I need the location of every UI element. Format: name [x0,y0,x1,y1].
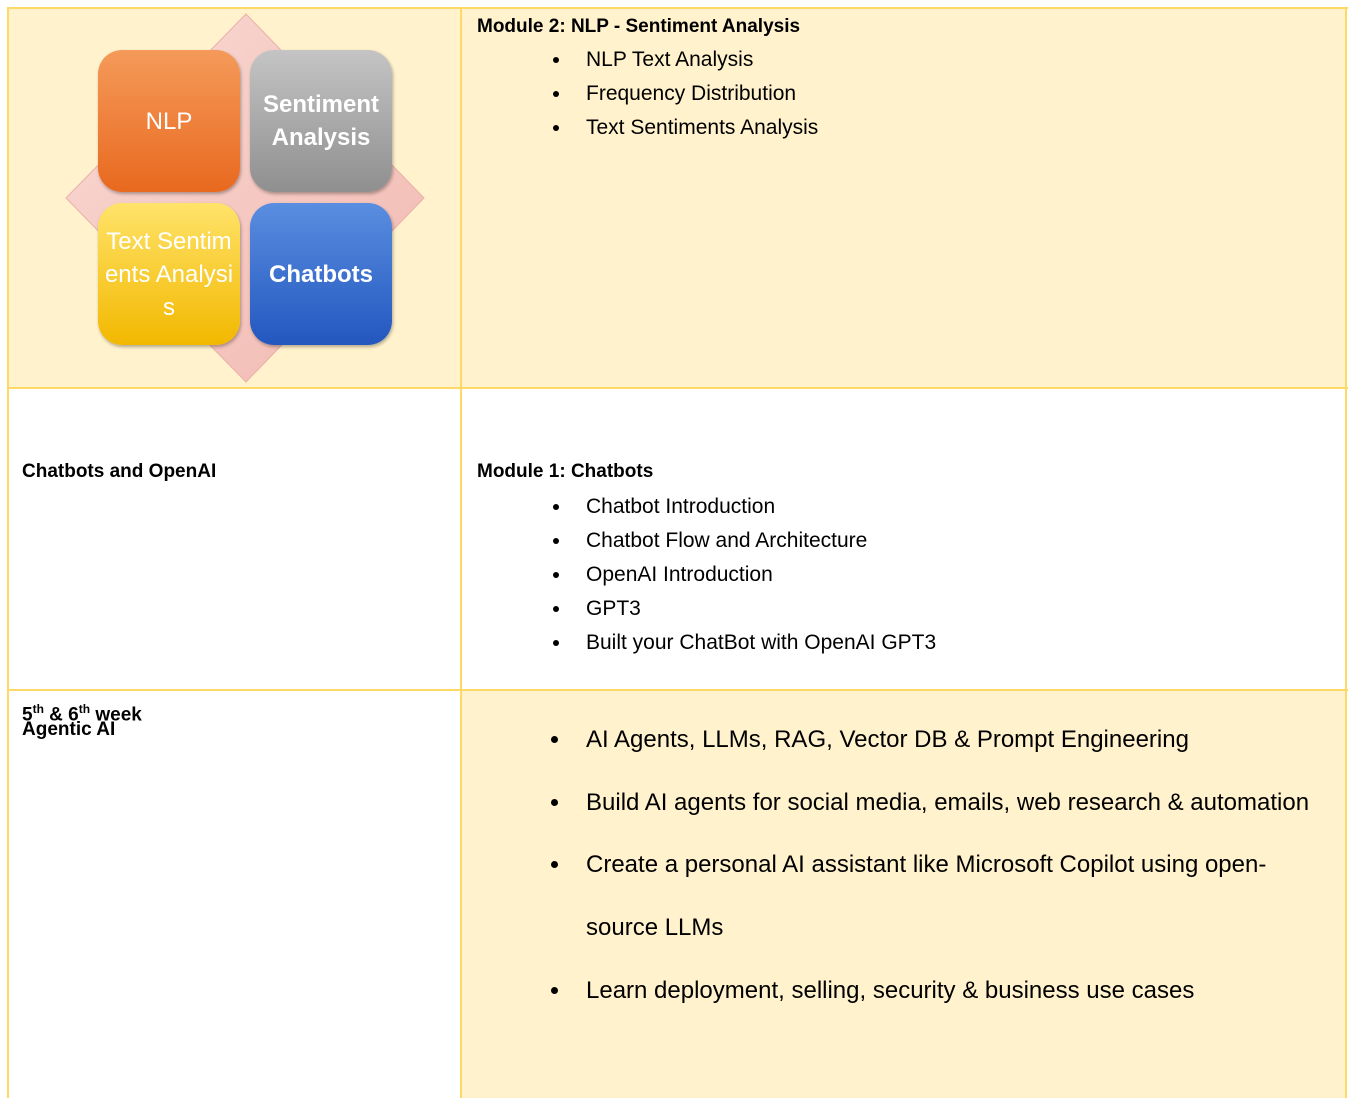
topic-item: NLP Text Analysis [572,43,818,77]
row-3-right: AI Agents, LLMs, RAG, Vector DB & Prompt… [461,690,1346,1098]
topic-list: Chatbot IntroductionChatbot Flow and Arc… [461,490,936,660]
week-part: th [78,702,91,716]
section-title: Chatbots and OpenAI [22,461,217,482]
topic-item: Learn deployment, selling, security & bu… [572,960,1336,1023]
topic-item: AI Agents, LLMs, RAG, Vector DB & Prompt… [572,709,1336,772]
topic-item: Create a personal AI assistant like Micr… [572,834,1336,959]
diagram-box: NLP [98,50,240,192]
diagram-box: Text Sentiments Analysis [98,203,240,345]
border [8,7,1348,9]
row-3-left: 5th & 6th week Agentic AI [8,690,461,1098]
module-heading: Module 1: Chatbots [477,461,654,482]
border [7,7,9,1098]
topic-item: Built your ChatBot with OpenAI GPT3 [572,626,936,660]
week-part: & 6 [43,704,79,726]
diagram-box: Chatbots [250,203,392,345]
border [1345,7,1347,1098]
border [460,7,462,1098]
week-label: 5th & 6th week [22,699,142,725]
topic-item: Text Sentiments Analysis [572,111,818,145]
week-part: 5 [22,704,33,726]
section-title: Agentic AI [22,719,116,740]
topic-item: OpenAI Introduction [572,558,936,592]
border [8,387,1348,389]
module-heading: Module 2: NLP - Sentiment Analysis [477,16,801,37]
row-2-left: Chatbots and OpenAI [8,388,461,690]
row-2-right: Module 1: Chatbots Chatbot IntroductionC… [461,388,1346,690]
border [8,689,1348,691]
row-1-left: NLP Sentiment Analysis Text Sentiments A… [8,8,461,388]
topic-item: Chatbot Flow and Architecture [572,524,936,558]
week-part: th [32,702,44,716]
topic-list: NLP Text AnalysisFrequency DistributionT… [461,43,818,145]
topic-item: GPT3 [572,592,936,626]
topic-item: Build AI agents for social media, emails… [572,772,1336,835]
row-1-right: Module 2: NLP - Sentiment Analysis NLP T… [461,8,1346,388]
week-part: week [90,704,142,726]
topic-item: Frequency Distribution [572,77,818,111]
topic-item: Chatbot Introduction [572,490,936,524]
diagram-box: Sentiment Analysis [250,50,392,192]
topic-list: AI Agents, LLMs, RAG, Vector DB & Prompt… [461,709,1336,1023]
